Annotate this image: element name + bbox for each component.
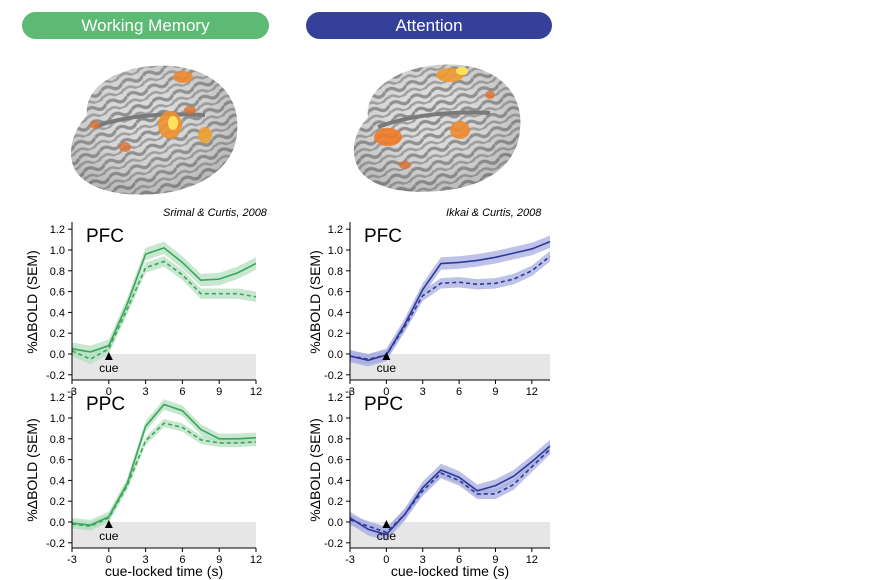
x-tick-label: 6: [456, 554, 462, 566]
y-tick-label: 0.4: [50, 475, 65, 487]
baseline-shade: [72, 354, 256, 380]
x-tick-label: -3: [345, 554, 355, 566]
y-tick-label: 0.0: [328, 517, 343, 529]
panel-title: PFC: [364, 226, 402, 247]
y-tick-label: 1.0: [328, 413, 343, 425]
y-axis-label: %ΔBOLD (SEM): [307, 418, 323, 521]
y-tick-label: 0.6: [50, 287, 65, 299]
x-tick-label: 0: [383, 386, 389, 398]
y-tick-label: 0.2: [328, 328, 343, 340]
x-tick-label: 6: [456, 386, 462, 398]
y-tick-label: 0.8: [328, 266, 343, 278]
series-line-dashed: [71, 422, 257, 527]
citation-attention: Ikkai & Curtis, 2008: [446, 207, 542, 219]
sem-band-dashed: [350, 251, 550, 365]
y-tick-label: -0.2: [46, 370, 65, 382]
cue-marker-icon: [382, 520, 391, 528]
y-tick-label: 0.0: [328, 349, 343, 361]
x-tick-label: -3: [67, 554, 77, 566]
series-line-solid: [71, 403, 257, 526]
cue-label: cue: [99, 361, 119, 375]
y-tick-label: -0.2: [324, 538, 343, 550]
series-line-solid: [349, 445, 551, 536]
cue-label: cue: [377, 361, 397, 375]
cue-label: cue: [377, 529, 397, 543]
x-tick-label: 9: [216, 386, 222, 398]
y-tick-label: 0.6: [328, 455, 343, 467]
y-tick-label: 1.2: [50, 224, 65, 236]
y-tick-label: 1.0: [50, 413, 65, 425]
x-tick-label: 0: [383, 554, 389, 566]
y-axis-label: %ΔBOLD (SEM): [307, 250, 323, 353]
y-tick-label: 0.0: [50, 349, 65, 361]
y-tick-label: -0.2: [324, 370, 343, 382]
y-tick-label: 1.0: [50, 245, 65, 257]
panel-title: PPC: [364, 394, 403, 415]
x-axis-label: cue-locked time (s): [105, 563, 223, 579]
series-line-dashed: [349, 255, 551, 361]
x-tick-label: 3: [420, 554, 426, 566]
x-tick-label: 12: [250, 386, 262, 398]
x-tick-label: 12: [526, 554, 538, 566]
x-tick-label: 12: [250, 554, 262, 566]
series-line-solid: [71, 247, 257, 353]
y-tick-label: 1.0: [328, 245, 343, 257]
y-tick-label: 0.2: [50, 496, 65, 508]
chart-panel-3: -0.2 0.0 0.2 0.4 0.6 0.8 1.0 1.2 -3 0 3 6 9 12 PPC cue%…: [24, 390, 262, 579]
y-tick-label: 1.2: [328, 392, 343, 404]
cue-marker-icon: [104, 520, 113, 528]
x-tick-label: 6: [179, 554, 185, 566]
cue-marker-icon: [382, 352, 391, 360]
working-memory-header-label: Working Memory: [81, 15, 210, 35]
brain-image-working-memory: [71, 65, 238, 195]
y-axis-label: %ΔBOLD (SEM): [24, 250, 40, 353]
x-tick-label: 9: [216, 554, 222, 566]
y-tick-label: 0.6: [328, 287, 343, 299]
x-tick-label: 3: [420, 386, 426, 398]
y-tick-label: 0.8: [50, 266, 65, 278]
x-tick-label: 0: [106, 386, 112, 398]
sem-band-solid: [350, 235, 550, 367]
attention-header-label: Attention: [395, 15, 463, 35]
x-tick-label: 6: [179, 386, 185, 398]
x-tick-label: 3: [143, 554, 149, 566]
y-tick-label: 0.4: [328, 475, 343, 487]
y-axis-label: %ΔBOLD (SEM): [24, 418, 40, 521]
y-tick-label: 0.6: [50, 455, 65, 467]
citation-working-memory: Srimal & Curtis, 2008: [163, 207, 267, 219]
cue-label: cue: [99, 529, 119, 543]
y-tick-label: -0.2: [46, 538, 65, 550]
series-line-dashed: [71, 260, 257, 361]
attention-header: Attention: [306, 12, 552, 39]
y-tick-label: 0.2: [50, 328, 65, 340]
y-tick-label: 0.4: [328, 307, 343, 319]
y-tick-label: 0.8: [328, 434, 343, 446]
cue-marker-icon: [104, 352, 113, 360]
x-axis-label: cue-locked time (s): [391, 563, 509, 579]
series-line-solid: [349, 240, 551, 362]
y-tick-label: 0.0: [50, 517, 65, 529]
chart-panel-2: -0.20.00.20.40.60.81.01.2-3 0 3 6 9 12PFCcue%…: [307, 222, 551, 398]
x-tick-label: 9: [492, 554, 498, 566]
panel-title: PPC: [86, 394, 125, 415]
y-tick-label: 0.2: [328, 496, 343, 508]
chart-panel-4: -0.2 0.0 0.2 0.4 0.6 0.8 1.0 1.2 -3 0 3 6 9 12 PPC cue%…: [307, 390, 551, 579]
y-tick-label: 0.8: [50, 434, 65, 446]
panel-title: PFC: [86, 226, 124, 247]
series-line-dashed: [349, 448, 551, 534]
working-memory-header: Working Memory: [22, 12, 269, 39]
sem-band-solid: [72, 399, 256, 531]
x-tick-label: 0: [106, 554, 112, 566]
sem-band-dashed: [350, 444, 550, 538]
y-tick-label: 1.2: [50, 392, 65, 404]
x-tick-label: 9: [492, 386, 498, 398]
x-tick-label: 3: [143, 386, 149, 398]
brain-image-attention: [353, 64, 521, 192]
baseline-shade: [72, 522, 256, 548]
chart-panel-1: -0.20.00.20.40.60.81.01.2-3 0 3 6 9 12PFCcue%…: [24, 222, 262, 398]
y-tick-label: 1.2: [328, 224, 343, 236]
x-tick-label: 12: [526, 386, 538, 398]
y-tick-label: 0.4: [50, 307, 65, 319]
